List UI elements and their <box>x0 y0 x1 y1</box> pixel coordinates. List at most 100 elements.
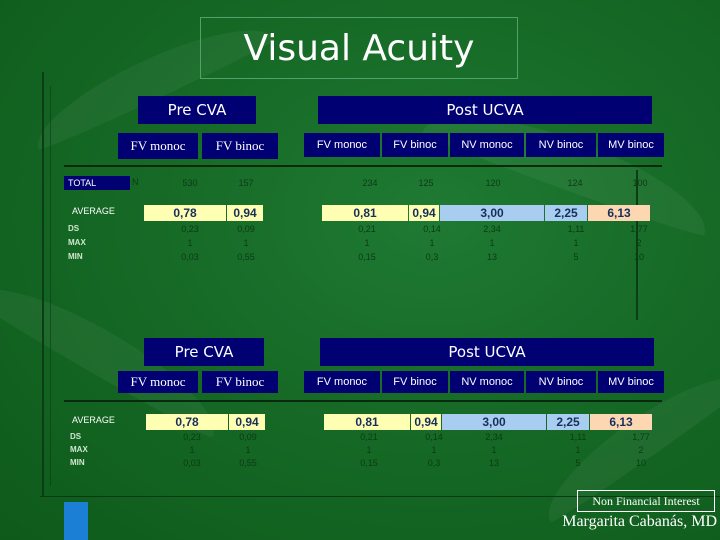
col-header: MV binoc <box>598 133 664 157</box>
stat-cell: 0,15 <box>360 458 378 468</box>
col-header: FV binoc <box>202 133 278 159</box>
min-label: MIN <box>70 458 85 467</box>
left-accent-line <box>42 72 44 496</box>
avg-cell: 6,13 <box>590 414 652 430</box>
ds-label: DS <box>70 432 82 441</box>
stat-cell: 1 <box>364 238 370 248</box>
disclosure-box: Non Financial Interest <box>577 490 715 512</box>
col-header: FV monoc <box>118 371 198 393</box>
avg-cell: 0,81 <box>322 205 408 221</box>
col-header: FV monoc <box>118 133 198 159</box>
avg-cell: 3,00 <box>442 414 546 430</box>
bottom-rule <box>40 496 720 497</box>
n-value: 157 <box>238 178 254 188</box>
stat-cell: 13 <box>486 252 497 262</box>
stat-cell: 0,23 <box>183 432 201 442</box>
stat-cell: 1 <box>243 238 249 248</box>
bottom-left-block <box>64 502 88 540</box>
stat-cell: 1 <box>575 445 581 455</box>
stat-cell: 1 <box>489 238 495 248</box>
table-divider <box>64 165 662 167</box>
stat-cell: 10 <box>633 252 644 262</box>
n-value: 124 <box>567 178 583 188</box>
avg-cell: 2,25 <box>545 205 587 221</box>
stat-cell: 0,3 <box>427 458 441 468</box>
stat-cell: 10 <box>635 458 646 468</box>
slide-title: Visual Acuity <box>200 17 518 79</box>
col-header: NV binoc <box>526 133 596 157</box>
col-header: NV monoc <box>450 371 524 393</box>
avg-cell: 0,78 <box>146 414 228 430</box>
pre-cva-header: Pre CVA <box>138 96 256 124</box>
average-label: AVERAGE <box>72 206 115 216</box>
stat-cell: 0,15 <box>358 252 376 262</box>
col-header: MV binoc <box>598 371 664 393</box>
n-value: 120 <box>485 178 501 188</box>
avg-cell: 2,25 <box>547 414 589 430</box>
max-label: MAX <box>70 445 88 454</box>
stat-cell: 0,55 <box>237 252 255 262</box>
left-accent-line-2 <box>50 86 51 486</box>
right-accent-line <box>636 170 638 320</box>
author-name: Margarita Cabanás, MD <box>562 513 717 530</box>
stat-cell: 1 <box>245 445 251 455</box>
avg-cell: 0,78 <box>144 205 226 221</box>
stat-cell: 1 <box>573 238 579 248</box>
average-label: AVERAGE <box>72 415 115 425</box>
col-header: FV binoc <box>202 371 278 393</box>
stat-cell: 0,21 <box>358 224 376 234</box>
n-value: 100 <box>632 178 648 188</box>
n-value: 234 <box>362 178 378 188</box>
stat-cell: 0,03 <box>181 252 199 262</box>
stat-cell: 13 <box>488 458 499 468</box>
stat-cell: 0,09 <box>239 432 257 442</box>
stat-cell: 0,23 <box>181 224 199 234</box>
stat-cell: 0,55 <box>239 458 257 468</box>
avg-cell: 0,94 <box>229 414 265 430</box>
stat-cell: 1 <box>187 238 193 248</box>
min-label: MIN <box>68 252 83 261</box>
stat-cell: 1,11 <box>567 224 585 234</box>
stat-cell: 0,14 <box>423 224 441 234</box>
stat-cell: 2 <box>636 238 642 248</box>
table-divider <box>64 400 662 402</box>
stat-cell: 0,3 <box>425 252 439 262</box>
col-header: FV binoc <box>382 133 448 157</box>
stat-cell: 1,11 <box>569 432 587 442</box>
stat-cell: 2 <box>638 445 644 455</box>
n-value: 125 <box>418 178 434 188</box>
max-label: MAX <box>68 238 86 247</box>
n-value: 530 <box>182 178 198 188</box>
stat-cell: 1 <box>366 445 372 455</box>
stat-cell: 1 <box>491 445 497 455</box>
avg-cell: 0,94 <box>227 205 263 221</box>
col-header: FV binoc <box>382 371 448 393</box>
col-header: FV monoc <box>304 371 380 393</box>
ds-label: DS <box>68 224 80 233</box>
stat-cell: 0,14 <box>425 432 443 442</box>
stat-cell: 0,09 <box>237 224 255 234</box>
avg-cell: 0,94 <box>411 414 441 430</box>
avg-cell: 6,13 <box>588 205 650 221</box>
col-header: FV monoc <box>304 133 380 157</box>
total-label: TOTAL <box>64 176 130 190</box>
n-label: N <box>132 177 139 187</box>
avg-cell: 3,00 <box>440 205 544 221</box>
stat-cell: 0,03 <box>183 458 201 468</box>
stat-cell: 2,34 <box>485 432 503 442</box>
avg-cell: 0,94 <box>409 205 439 221</box>
col-header: NV monoc <box>450 133 524 157</box>
stat-cell: 0,21 <box>360 432 378 442</box>
stat-cell: 1,77 <box>630 224 648 234</box>
avg-cell: 0,81 <box>324 414 410 430</box>
col-header: NV binoc <box>526 371 596 393</box>
stat-cell: 1 <box>429 238 435 248</box>
post-ucva-header: Post UCVA <box>318 96 652 124</box>
stat-cell: 1 <box>431 445 437 455</box>
stat-cell: 5 <box>575 458 581 468</box>
stat-cell: 1 <box>189 445 195 455</box>
stat-cell: 1,77 <box>632 432 650 442</box>
post-ucva-header-2: Post UCVA <box>320 338 654 366</box>
pre-cva-header-2: Pre CVA <box>144 338 264 366</box>
stat-cell: 5 <box>573 252 579 262</box>
